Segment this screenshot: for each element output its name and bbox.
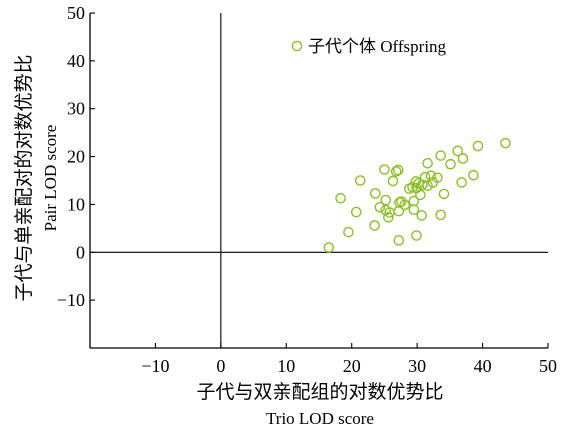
data-point [350,206,362,218]
y-tick-label: 20 [67,147,85,167]
data-point [415,189,426,201]
data-point [335,192,346,204]
y-tick-label: 40 [67,51,85,71]
x-tick-label: 40 [474,356,492,376]
x-axis-label-chinese: 子代与双亲配组的对数优势比 [196,381,443,403]
data-point [380,194,392,206]
data-point [393,235,405,246]
data-point [396,196,407,207]
data-point [387,175,399,187]
legend: 子代个体 Offspring [291,37,447,56]
data-points [323,137,511,253]
data-point [500,137,511,149]
data-point [323,242,335,253]
legend-marker [291,40,303,52]
data-point [432,172,443,183]
y-tick-label: 30 [67,99,85,119]
data-point [445,158,456,170]
x-tick-label: −10 [141,356,169,376]
y-axis-label-chinese: 子代与单亲配对的对数优势比 [13,54,35,301]
data-point [435,150,446,161]
data-point [343,226,354,238]
data-point [417,179,428,191]
data-point [392,164,404,176]
data-point [452,145,464,157]
data-point [369,188,381,199]
y-axis-label-english: Pair LOD score [41,125,60,232]
data-point [425,170,437,182]
data-point [410,176,422,187]
x-tick-label: 20 [343,356,361,376]
data-point [457,153,469,164]
y-tick-label: 10 [67,194,85,214]
data-point [422,180,433,192]
data-point [390,166,402,177]
x-tick-label: 30 [408,356,426,376]
data-point [416,210,428,221]
data-point [422,157,433,169]
data-point [379,164,390,175]
y-tick-label: 0 [76,242,85,262]
x-tick-label: 50 [539,356,557,376]
data-point [456,177,467,188]
chart-axes: −10 0 10 20 30 40 50 −10 0 10 20 30 40 50 [57,3,557,376]
data-point [354,175,366,186]
data-point [435,209,446,221]
data-point [472,140,484,152]
y-tick-label: 50 [67,3,85,23]
x-tick-label: 10 [277,356,295,376]
data-point [369,220,380,231]
data-point [374,201,386,213]
data-point [411,230,422,241]
y-tick-label: −10 [57,290,85,310]
data-point [408,195,420,207]
data-point [383,212,394,223]
data-point [468,169,479,181]
x-tick-label: 0 [216,356,225,376]
x-axis-label-english: Trio LOD score [266,409,374,428]
data-point [438,188,450,200]
axis-labels: 子代与双亲配组的对数优势比 Trio LOD score 子代与单亲配对的对数优… [13,54,444,428]
legend-label: 子代个体 Offspring [308,37,447,56]
data-point [399,199,411,211]
